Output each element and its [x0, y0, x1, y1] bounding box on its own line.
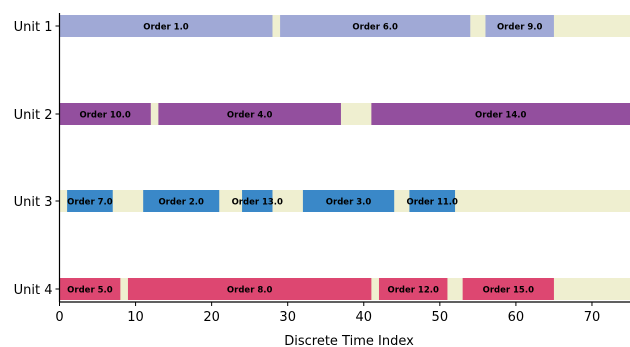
task-bar: [242, 190, 273, 212]
task-label: Order 14.0: [475, 111, 526, 121]
task-bar: [485, 15, 554, 37]
x-tick-label: 0: [55, 310, 63, 325]
task-label: Order 3.0: [326, 198, 372, 208]
x-tick-label: 30: [279, 310, 296, 325]
task-label: Order 8.0: [227, 286, 273, 296]
task-label: Order 13.0: [232, 198, 283, 208]
task-bar: [302, 190, 395, 212]
x-tick-label: 70: [584, 310, 601, 325]
task-label: Order 5.0: [67, 286, 113, 296]
task-bar: [409, 190, 456, 212]
task-label: Order 1.0: [143, 23, 189, 33]
y-tick-label: Unit 4: [14, 283, 53, 298]
task-bar: [59, 278, 121, 300]
task-bar: [67, 190, 113, 212]
task-label: Order 4.0: [227, 111, 273, 121]
x-axis-label: Discrete Time Index: [284, 334, 414, 347]
x-tick-label: 60: [508, 310, 525, 325]
task-bar: [127, 278, 372, 300]
y-tick-label: Unit 3: [14, 195, 53, 210]
task-bar: [158, 103, 341, 125]
idle-background-layer: [59, 15, 630, 300]
task-bars-layer: [59, 15, 630, 300]
task-label: Order 12.0: [388, 286, 439, 296]
task-label: Order 15.0: [483, 286, 534, 296]
task-bar: [462, 278, 554, 300]
task-bar: [59, 15, 273, 37]
task-label: Order 7.0: [67, 198, 113, 208]
task-bar: [280, 15, 471, 37]
y-tick-label: Unit 2: [14, 108, 53, 123]
y-tick-label: Unit 1: [14, 20, 53, 35]
x-tick-label: 10: [127, 310, 144, 325]
task-label: Order 11.0: [407, 198, 458, 208]
x-tick-label: 20: [203, 310, 220, 325]
task-bar: [371, 103, 630, 125]
x-tick-label: 50: [432, 310, 449, 325]
task-label: Order 9.0: [497, 23, 543, 33]
x-tick-label: 40: [355, 310, 372, 325]
task-label: Order 10.0: [79, 111, 130, 121]
task-bar: [59, 103, 151, 125]
task-label: Order 6.0: [352, 23, 398, 33]
task-labels-layer: Order 1.0 Order 6.0 Order 9.0 Order 10.0 Ord…: [67, 23, 542, 296]
task-bar: [378, 278, 448, 300]
task-bar: [143, 190, 220, 212]
axes-layer: 0 10 20 30 40 50 60 70 Unit 1 Unit 2 Unit 3 Unit 4: [14, 13, 630, 325]
task-label: Order 2.0: [158, 198, 204, 208]
